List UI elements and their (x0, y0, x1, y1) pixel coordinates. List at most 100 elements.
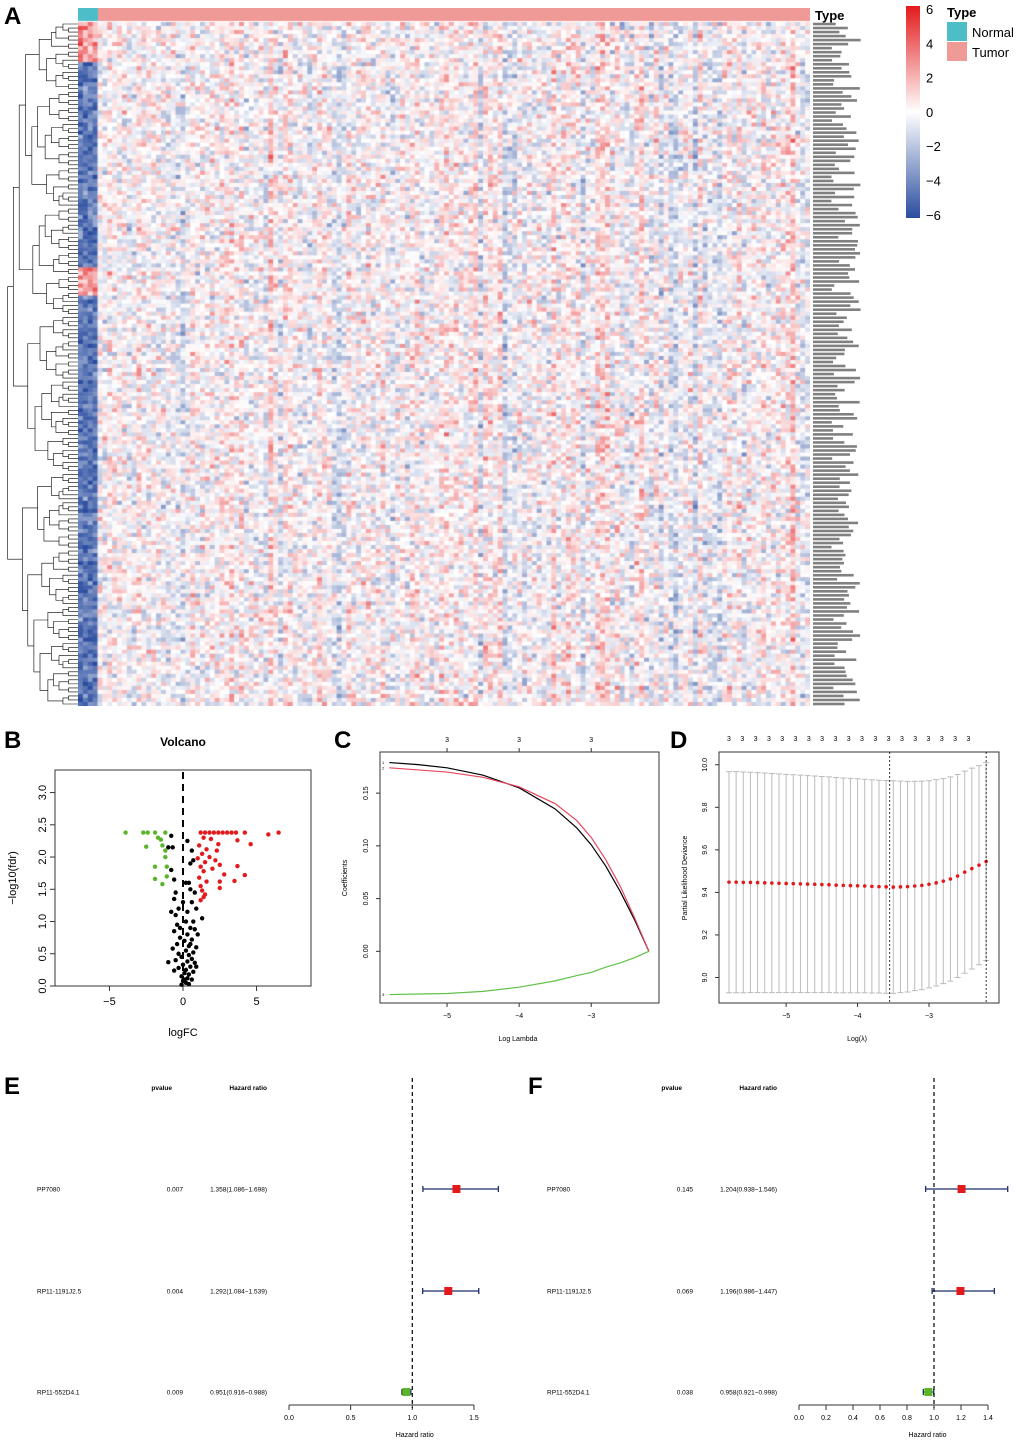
row-label-mark (813, 328, 852, 332)
color-key-tick-label: 0 (926, 105, 933, 120)
deviance-point (798, 882, 803, 886)
dendrogram-branch (68, 168, 78, 174)
row-label-mark (813, 30, 840, 34)
row-label-mark (813, 650, 847, 653)
deviance-point (748, 880, 753, 885)
row-label-mark (813, 147, 856, 151)
dendrogram-branch (53, 453, 63, 466)
color-key-bar (906, 6, 920, 218)
ns-point (166, 959, 171, 965)
row-label-mark (813, 674, 847, 678)
row-label-mark (813, 529, 854, 533)
up-point (196, 875, 202, 880)
dendrogram-branch (31, 126, 47, 185)
up-point (217, 879, 222, 884)
row-label-mark (813, 83, 834, 86)
panel-label-e: E (4, 1073, 20, 1100)
hr-ci-text: 0.958(0.921−0.998) (720, 1390, 777, 1397)
dendrogram-branch (46, 174, 59, 195)
row-label-mark (813, 626, 842, 629)
dendrogram-branch (46, 58, 56, 82)
row-label-mark (813, 131, 857, 134)
ns-point (177, 925, 183, 931)
row-labels (813, 22, 861, 706)
gene-name: RP11-1191J2.5 (547, 1289, 592, 1296)
hr-ci-text: 0.951(0.916−0.988) (210, 1390, 267, 1397)
multivariate-forest-plot: pvalue Hazard ratio PP7080 0.145 1.204(0.938… (547, 1078, 1009, 1439)
heatmap-cells (78, 8, 810, 706)
x-tick-label: 0.8 (902, 1415, 912, 1422)
row-label-mark (813, 573, 854, 577)
y-tick-label: 9.2 (702, 930, 709, 940)
deviance-point (934, 881, 938, 885)
x-tick-label: 1.4 (983, 1415, 993, 1422)
hazard-ratio-marker (444, 1287, 453, 1295)
y-tick-label: 0.00 (363, 944, 370, 958)
dendrogram-branch (62, 23, 78, 31)
row-label-mark (813, 227, 853, 231)
ns-point (179, 974, 184, 979)
dendrogram-branch (51, 32, 69, 47)
row-label-mark (813, 171, 855, 175)
deviance-point (805, 882, 810, 886)
deviance-point (898, 885, 903, 889)
row-label-mark (813, 111, 836, 114)
ns-point (188, 861, 193, 866)
y-tick-label: 0.10 (363, 839, 370, 853)
dendrogram-branch (55, 346, 69, 357)
dendrogram-branch (68, 478, 78, 483)
row-label-mark (813, 662, 835, 666)
dendrogram-branch (62, 450, 78, 457)
row-label-mark (813, 586, 856, 589)
legend-label-tumor: Tumor (972, 45, 1010, 60)
dendrogram-branch (62, 697, 78, 705)
row-label-mark (813, 368, 856, 372)
row-label-mark (813, 191, 836, 195)
row-dendrogram (7, 23, 78, 705)
dendrogram-branch (68, 587, 78, 592)
dendrogram-branch (53, 259, 69, 272)
confidence-interval (422, 1186, 500, 1192)
row-label-mark (813, 549, 844, 553)
ns-point (191, 969, 196, 975)
annotation-title: Type (815, 8, 844, 23)
ns-point (191, 858, 196, 863)
coef-ylabel: Coefficients (342, 859, 349, 896)
dendrogram-branch (68, 397, 78, 403)
dendrogram-branch (68, 51, 78, 57)
color-key-tick-label: −6 (926, 208, 941, 223)
ns-point (189, 956, 195, 962)
x-tick-label: −4 (515, 1013, 523, 1020)
dendrogram-branch (68, 309, 78, 315)
row-label-mark (813, 119, 833, 122)
dendrogram-branch (62, 609, 78, 616)
dendrogram-branch (68, 466, 78, 471)
dendrogram-branch (62, 597, 78, 604)
ns-point (171, 928, 177, 934)
row-label-mark (813, 404, 839, 408)
y-tick-label: 0.0 (37, 978, 49, 993)
up-point (229, 830, 234, 835)
ns-point (191, 919, 196, 924)
dendrogram-branch (62, 71, 78, 79)
row-label-mark (813, 453, 851, 456)
row-label-mark (813, 376, 861, 380)
dendrogram-branch (68, 550, 78, 556)
down-point (164, 864, 170, 869)
row-label-mark (813, 239, 858, 243)
dendrogram-branch (58, 210, 69, 220)
y-tick-label: 10.0 (702, 758, 709, 772)
x-tick-label: 1.0 (407, 1415, 417, 1422)
dendrogram-branch (49, 510, 59, 526)
row-label-mark (813, 87, 860, 90)
row-label-mark (813, 284, 835, 287)
ns-point (180, 962, 186, 967)
dendrogram-branch (51, 384, 63, 403)
dendrogram-branch (62, 305, 78, 312)
dendrogram-branch (62, 295, 78, 302)
y-tick-label: 2.0 (37, 849, 49, 864)
dendrogram-branch (68, 27, 78, 33)
row-label-mark (813, 99, 857, 102)
row-label-mark (813, 569, 842, 573)
dendrogram-branch (68, 341, 78, 347)
